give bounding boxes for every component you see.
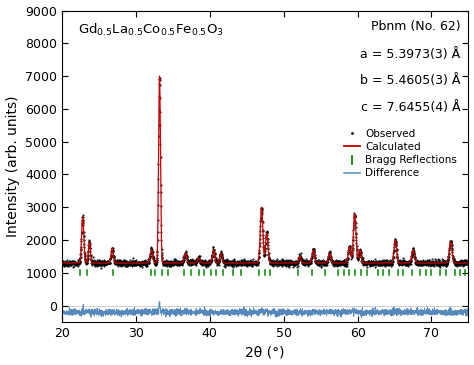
Text: b = 5.4605(3) Å: b = 5.4605(3) Å <box>360 74 460 87</box>
Observed <box>67 261 73 266</box>
Observed <box>98 266 103 270</box>
Text: Pbnm (No. 62): Pbnm (No. 62) <box>371 20 460 33</box>
Observed <box>134 262 139 266</box>
Difference <box>463 310 469 314</box>
Observed <box>463 260 469 264</box>
Difference <box>359 315 365 320</box>
Observed <box>160 261 165 265</box>
Difference <box>160 309 165 314</box>
Calculated <box>300 260 305 265</box>
Difference <box>452 310 457 315</box>
Text: $\mathregular{Gd_{0.5}La_{0.5}Co_{0.5}Fe_{0.5}O_3}$: $\mathregular{Gd_{0.5}La_{0.5}Co_{0.5}Fe… <box>78 22 224 38</box>
Difference <box>157 300 163 304</box>
Difference <box>134 310 139 314</box>
Line: Calculated: Calculated <box>62 76 468 263</box>
Calculated <box>206 261 212 265</box>
Observed <box>59 260 65 265</box>
X-axis label: 2θ (°): 2θ (°) <box>246 345 285 360</box>
Text: a = 5.3973(3) Å: a = 5.3973(3) Å <box>360 48 460 61</box>
Difference <box>465 309 471 314</box>
Difference <box>399 309 405 313</box>
Calculated <box>318 261 323 265</box>
Y-axis label: Intensity (arb. units): Intensity (arb. units) <box>6 96 19 237</box>
Observed <box>452 259 457 264</box>
Observed <box>465 258 471 262</box>
Observed <box>399 263 405 268</box>
Difference <box>67 310 73 314</box>
Legend: Observed, Calculated, Bragg Reflections, Difference: Observed, Calculated, Bragg Reflections,… <box>340 125 461 182</box>
Calculated <box>361 261 366 265</box>
Calculated <box>465 261 471 265</box>
Difference <box>59 307 65 312</box>
Calculated <box>59 261 65 265</box>
Observed <box>157 76 163 80</box>
Calculated <box>157 74 163 78</box>
Text: c = 7.6455(4) Å: c = 7.6455(4) Å <box>361 101 460 114</box>
Line: Difference: Difference <box>62 302 468 318</box>
Calculated <box>80 216 85 220</box>
Line: Observed: Observed <box>61 78 469 269</box>
Calculated <box>382 261 388 265</box>
